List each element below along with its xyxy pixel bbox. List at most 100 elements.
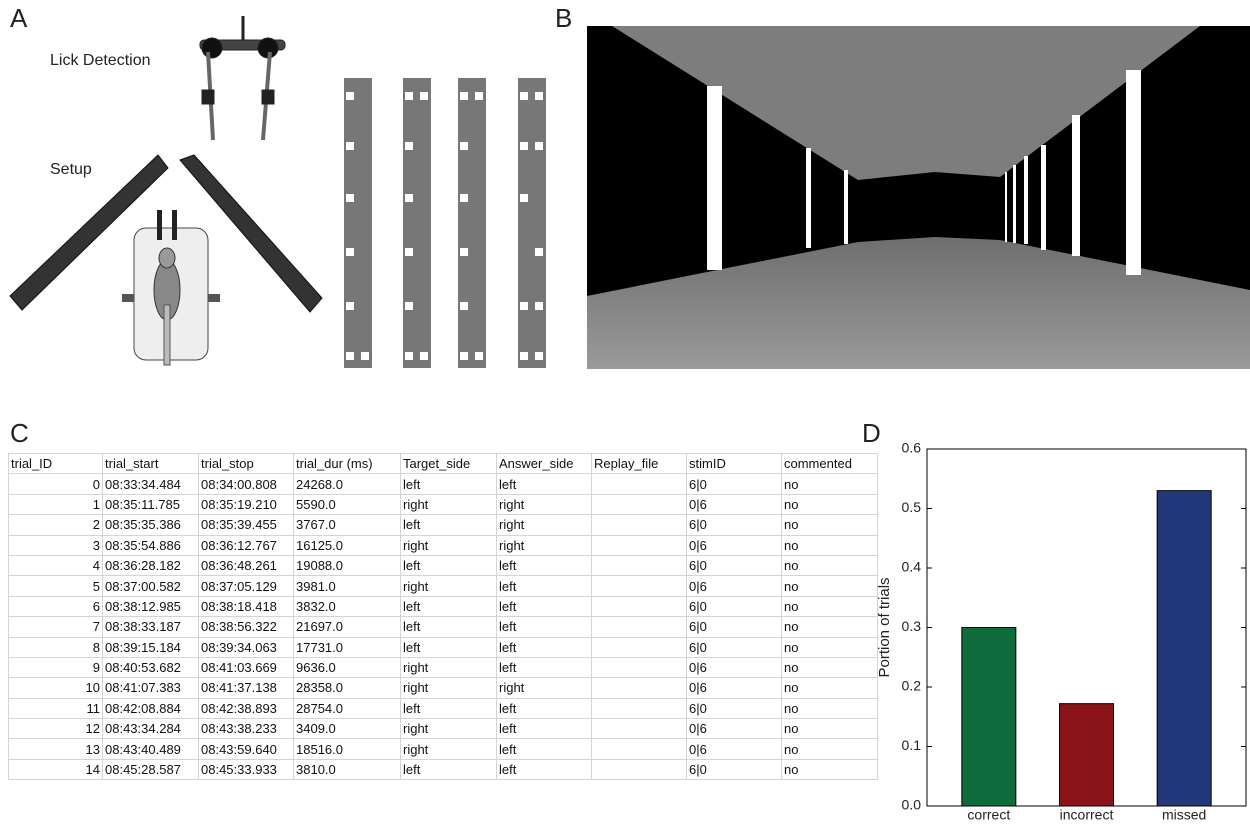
table-cell: left <box>400 473 497 495</box>
table-cell <box>591 493 687 516</box>
table-cell: 6|0 <box>686 514 782 536</box>
y-tick-label: 0.5 <box>902 499 922 515</box>
table-cell: left <box>496 758 592 781</box>
table-row: 3 08:35:54.886 08:36:12.767 16125.0 right rig… <box>8 534 878 556</box>
table-cell: 08:43:38.233 <box>198 718 294 740</box>
table-cell: no <box>781 738 878 760</box>
table-cell: 0|6 <box>686 738 782 760</box>
table-cell: 6|0 <box>686 697 782 720</box>
table-row: 13 08:43:40.489 08:43:59.640 18516.0 right le… <box>8 738 878 760</box>
table-cell <box>591 595 687 618</box>
table-cell: 6|0 <box>686 473 782 495</box>
table-cell: 6|0 <box>686 554 782 577</box>
table-cell: left <box>496 473 592 495</box>
bar <box>1156 490 1212 807</box>
table-cell: 11 <box>8 697 103 720</box>
table-cell <box>591 575 687 597</box>
table-cell: 08:35:35.386 <box>102 514 199 536</box>
table-cell: 08:42:38.893 <box>198 697 294 720</box>
table-cell: left <box>496 616 592 638</box>
table-cell: no <box>781 493 878 516</box>
table-cell: 1 <box>8 493 103 516</box>
table-cell: 08:41:37.138 <box>198 677 294 699</box>
table-cell: 6|0 <box>686 758 782 781</box>
table-cell: 3767.0 <box>293 514 401 536</box>
y-tick-label: 0.6 <box>902 440 922 456</box>
table-cell: 4 <box>8 554 103 577</box>
table-cell: trial_ID <box>8 452 103 475</box>
table-cell: 08:38:12.985 <box>102 595 199 618</box>
trial-table: trial_ID trial_start trial_stop trial_dur (… <box>8 452 878 781</box>
table-cell: 08:41:03.669 <box>198 656 294 679</box>
table-cell: 08:35:19.210 <box>198 493 294 516</box>
y-tick-label: 0.3 <box>902 618 922 634</box>
table-cell: no <box>781 473 878 495</box>
table-row: 14 08:45:28.587 08:45:33.933 3810.0 left left… <box>8 758 878 781</box>
table-cell: 08:38:56.322 <box>198 616 294 638</box>
table-cell: trial_start <box>102 452 199 475</box>
table-cell: no <box>781 616 878 638</box>
table-cell <box>591 677 687 699</box>
table-cell: 3810.0 <box>293 758 401 781</box>
table-cell: right <box>400 493 497 516</box>
table-cell <box>591 616 687 638</box>
table-cell: 10 <box>8 677 103 699</box>
table-cell: right <box>496 514 592 536</box>
table-cell: 3832.0 <box>293 595 401 618</box>
table-cell: 24268.0 <box>293 473 401 495</box>
table-row: 6 08:38:12.985 08:38:18.418 3832.0 left left 6… <box>8 595 878 618</box>
table-cell: right <box>400 534 497 556</box>
table-cell: no <box>781 595 878 618</box>
table-cell: right <box>400 677 497 699</box>
table-cell: no <box>781 575 878 597</box>
table-cell <box>591 554 687 577</box>
lick-apparatus <box>199 16 286 141</box>
label: Lick Detection <box>50 52 151 69</box>
table-cell: 08:45:28.587 <box>102 758 199 781</box>
table-cell: 19088.0 <box>293 554 401 577</box>
table-cell: 08:39:15.184 <box>102 636 199 658</box>
stimulus-strips <box>344 78 546 368</box>
table-cell: 14 <box>8 758 103 781</box>
table-cell: commented <box>781 452 878 475</box>
panel-label: B <box>555 3 572 33</box>
table-cell: left <box>496 636 592 658</box>
table-cell: 6|0 <box>686 616 782 638</box>
table-cell: 08:38:33.187 <box>102 616 199 638</box>
bar <box>961 627 1017 807</box>
panel-label: A <box>10 3 28 33</box>
table-cell: no <box>781 514 878 536</box>
table-cell: 08:39:34.063 <box>198 636 294 658</box>
table-cell: trial_stop <box>198 452 294 475</box>
table-cell <box>591 718 687 740</box>
table-cell: 08:35:54.886 <box>102 534 199 556</box>
panel-label: D <box>862 418 881 448</box>
table-cell: left <box>496 718 592 740</box>
table-cell: 0|6 <box>686 534 782 556</box>
table-cell: 08:34:00.808 <box>198 473 294 495</box>
table-row: 10 08:41:07.383 08:41:37.138 28358.0 right ri… <box>8 677 878 699</box>
table-cell: right <box>400 575 497 597</box>
table-cell: 08:40:53.682 <box>102 656 199 679</box>
table-cell: 9636.0 <box>293 656 401 679</box>
table-row: 0 08:33:34.484 08:34:00.808 24268.0 left left… <box>8 473 878 495</box>
table-cell: 08:36:12.767 <box>198 534 294 556</box>
table-cell <box>591 738 687 760</box>
table-cell: right <box>496 677 592 699</box>
table-cell: right <box>400 718 497 740</box>
table-cell: no <box>781 758 878 781</box>
table-cell: 08:35:39.455 <box>198 514 294 536</box>
corridor-view <box>587 26 1250 369</box>
table-cell: 0 <box>8 473 103 495</box>
table-cell: 2 <box>8 514 103 536</box>
table-cell: trial_dur (ms) <box>293 452 401 475</box>
table-cell: 13 <box>8 738 103 760</box>
table-cell: 3409.0 <box>293 718 401 740</box>
table-cell: left <box>496 575 592 597</box>
table-cell: 21697.0 <box>293 616 401 638</box>
table-cell: 08:33:34.484 <box>102 473 199 495</box>
label: Setup <box>50 161 92 178</box>
table-cell: left <box>400 697 497 720</box>
table-cell: stimID <box>686 452 782 475</box>
